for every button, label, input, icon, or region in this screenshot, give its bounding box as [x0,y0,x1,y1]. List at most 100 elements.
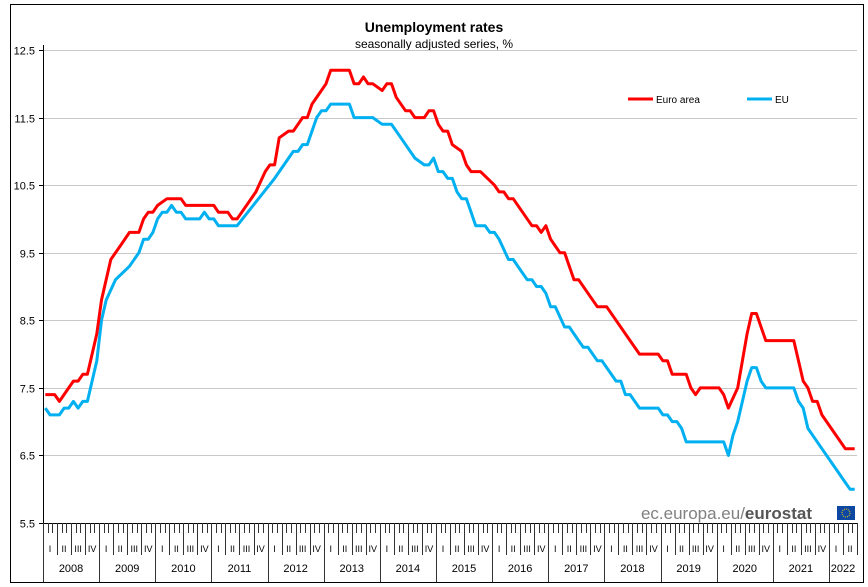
quarter-label: III [804,544,812,554]
quarter-label: IV [144,544,153,554]
quarter-label: III [355,544,363,554]
quarter-label: I [217,544,220,554]
quarter-label: I [610,544,613,554]
year-label: 2009 [115,563,139,575]
eu-stars-icon [841,508,851,518]
year-label: 2008 [59,563,83,575]
quarter-label: I [779,544,782,554]
quarter-label: I [722,544,725,554]
y-tick-label: 10.5 [14,181,35,193]
quarter-label: II [679,544,684,554]
quarter-label: IV [256,544,265,554]
quarter-label: III [74,544,82,554]
quarter-label: II [511,544,516,554]
quarter-label: III [523,544,531,554]
y-tick-label: 11.5 [14,114,35,126]
quarter-label: II [286,544,291,554]
quarter-label: I [554,544,557,554]
year-label: 2011 [228,563,252,575]
source-prefix: ec.europa.eu/ [641,504,745,523]
quarter-label: I [329,544,332,554]
year-label: 2019 [676,563,700,575]
quarter-label: III [243,544,251,554]
year-label: 2015 [452,563,476,575]
quarter-label: II [735,544,740,554]
series-lines [44,68,855,491]
quarter-label: I [49,544,52,554]
chart-subtitle: seasonally adjusted series, % [355,37,513,51]
year-label: 2018 [620,563,644,575]
quarter-label: I [442,544,445,554]
quarter-label: IV [200,544,209,554]
quarter-label: IV [88,544,97,554]
quarter-label: IV [312,544,321,554]
quarter-label: IV [425,544,434,554]
quarter-label: IV [537,544,546,554]
quarter-label: II [62,544,67,554]
quarter-label: III [636,544,644,554]
quarter-label: III [692,544,700,554]
year-label: 2016 [508,563,532,575]
legend-label: Euro area [656,95,700,106]
quarter-label: II [847,544,852,554]
y-tick-label: 8.5 [20,316,35,328]
y-tick-label: 7.5 [20,384,35,396]
series-line-euro-area [45,68,855,451]
quarter-label: II [342,544,347,554]
year-label: 2014 [396,563,420,575]
source-brand: eurostat [745,504,812,523]
quarter-label: III [580,544,588,554]
quarter-label: III [748,544,756,554]
quarter-label: IV [481,544,490,554]
svg-text:ec.europa.eu/eurostat: ec.europa.eu/eurostat [641,504,812,523]
quarter-label: IV [593,544,602,554]
quarter-label: II [230,544,235,554]
gridlines [43,50,857,456]
quarter-label: IV [762,544,771,554]
legend: Euro area EU [628,95,789,106]
quarter-label: I [498,544,501,554]
y-tick-label: 6.5 [20,451,35,463]
quarter-label: II [567,544,572,554]
year-label: 2020 [732,563,756,575]
year-label: 2012 [283,563,307,575]
eu-flag-icon [837,506,855,520]
quarter-label: III [411,544,419,554]
quarter-label: I [161,544,164,554]
quarter-label: II [623,544,628,554]
quarter-label: I [666,544,669,554]
quarter-label: IV [369,544,378,554]
quarter-label: III [467,544,475,554]
quarter-label: III [299,544,307,554]
legend-label: EU [775,95,789,106]
series-line-eu [44,102,855,491]
y-tick-label: 9.5 [20,249,35,261]
chart-frame [10,4,864,583]
eurostat-logo: ec.europa.eu/eurostat [641,504,855,523]
year-label: 2017 [564,563,588,575]
quarter-label: I [273,544,276,554]
quarter-label: I [105,544,108,554]
y-tick-label: 12.5 [14,46,35,58]
y-tick-label: 5.5 [20,519,35,531]
quarter-label: II [791,544,796,554]
y-axis: 5.5 6.5 7.5 8.5 9.5 10.5 11.5 12.5 [14,45,44,531]
year-label: 2022 [831,563,855,575]
year-label: 2010 [171,563,195,575]
year-label: 2013 [340,563,364,575]
quarter-label: IV [705,544,714,554]
chart-title: Unemployment rates [365,19,504,35]
quarter-label: IV [818,544,827,554]
quarter-label: II [455,544,460,554]
quarter-label: III [187,544,195,554]
quarter-label: II [398,544,403,554]
quarter-label: III [130,544,138,554]
quarter-label: II [118,544,123,554]
quarter-label: IV [649,544,658,554]
quarter-label: II [174,544,179,554]
x-axis: I II III IV I II III IV I II III IV I II III IV I II III IV… [43,523,858,582]
quarter-label: I [835,544,838,554]
quarter-label: I [386,544,389,554]
year-label: 2021 [789,563,813,575]
